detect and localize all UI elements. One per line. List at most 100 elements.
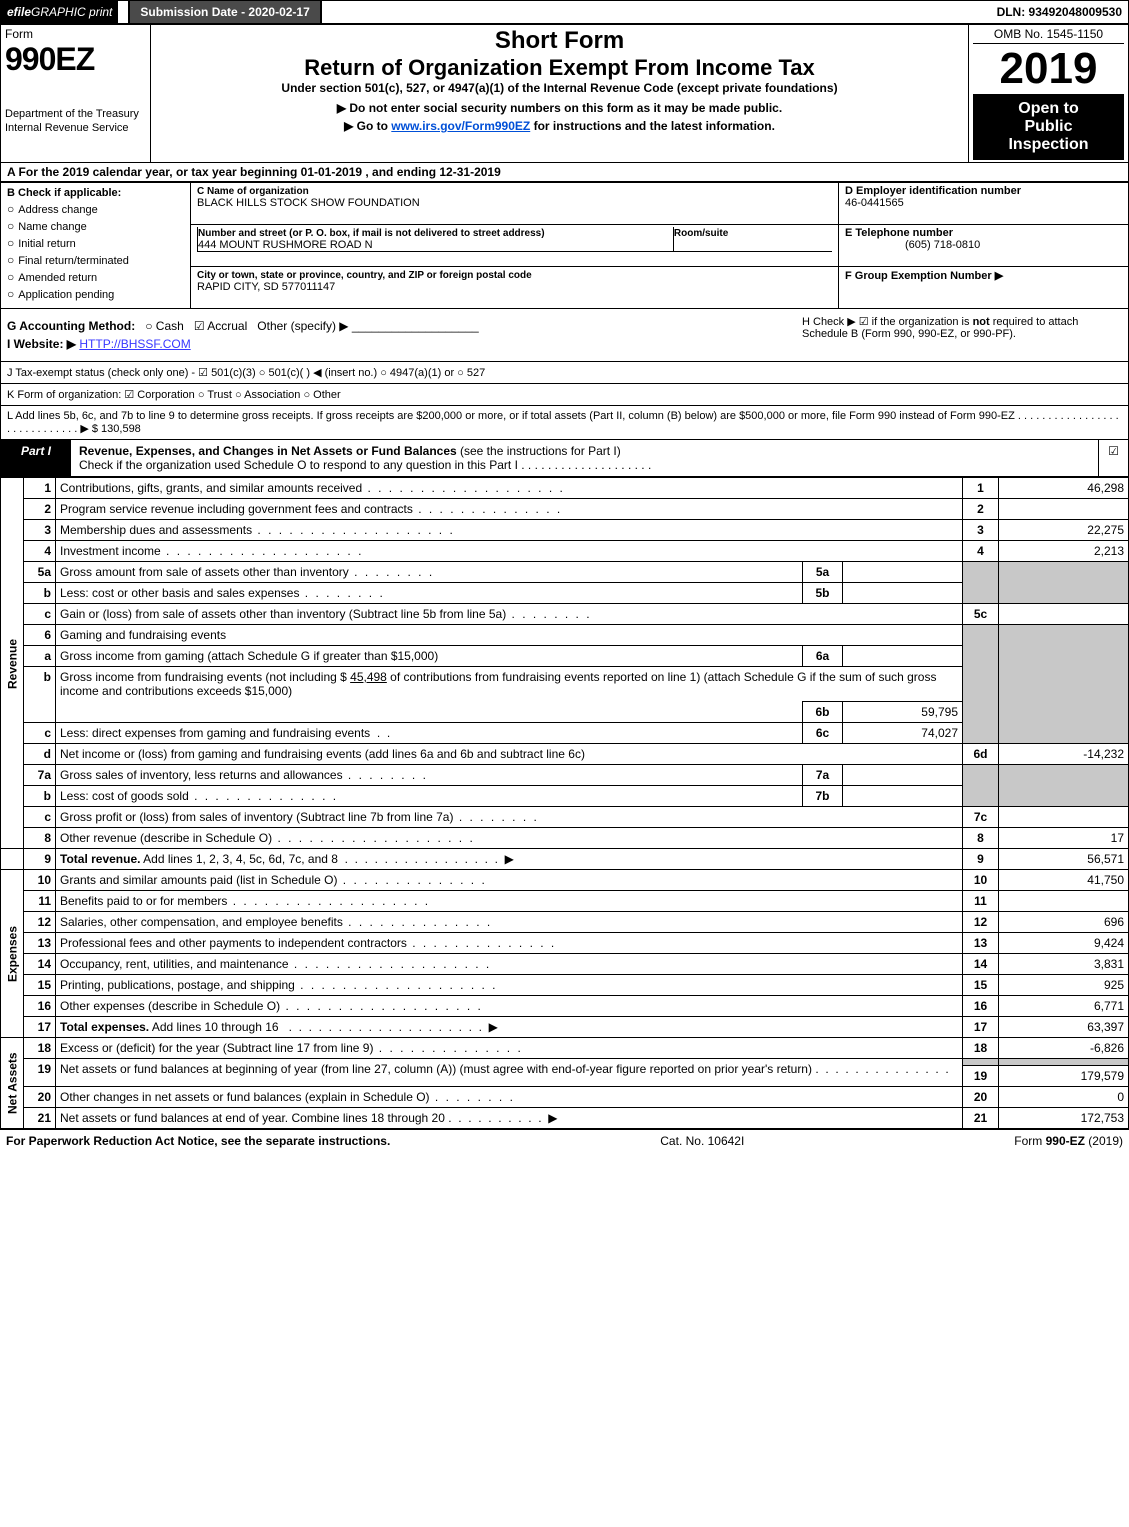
subtitle: Under section 501(c), 527, or 4947(a)(1)… bbox=[155, 81, 964, 95]
footer-left: For Paperwork Reduction Act Notice, see … bbox=[6, 1134, 390, 1148]
footer-right-form: 990-EZ bbox=[1046, 1134, 1085, 1148]
side-revenue-end bbox=[1, 849, 24, 870]
section-c-street: Number and street (or P. O. box, if mail… bbox=[191, 224, 839, 267]
ln6b-amt: 45,498 bbox=[350, 670, 387, 684]
ln20-num: 20 bbox=[24, 1087, 56, 1108]
goto-link[interactable]: www.irs.gov/Form990EZ bbox=[391, 119, 530, 133]
ln18-desc: Excess or (deficit) for the year (Subtra… bbox=[56, 1038, 963, 1059]
ln6-num: 6 bbox=[24, 625, 56, 646]
part1-checkline: Check if the organization used Schedule … bbox=[79, 458, 651, 472]
ghi-left: G Accounting Method: ○ Cash ☑ Accrual Ot… bbox=[7, 315, 777, 355]
ln6b-desc: Gross income from fundraising events (no… bbox=[56, 667, 963, 702]
ln15-val: 925 bbox=[999, 975, 1129, 996]
ln6d-num: d bbox=[24, 744, 56, 765]
ln13-desc: Professional fees and other payments to … bbox=[56, 933, 963, 954]
ln7a-mc: 7a bbox=[803, 765, 843, 786]
submission-date: Submission Date - 2020-02-17 bbox=[128, 1, 321, 23]
ln9-num: 9 bbox=[24, 849, 56, 870]
top-bar-left: efile GRAPHIC print Submission Date - 20… bbox=[1, 1, 322, 23]
h-text1: H Check ▶ ☑ if the organization is bbox=[802, 316, 973, 328]
ln11-val bbox=[999, 891, 1129, 912]
ln6c-num: c bbox=[24, 723, 56, 744]
form-id-cell: Form 990EZ Department of the Treasury In… bbox=[1, 25, 151, 163]
section-l: L Add lines 5b, 6c, and 7b to line 9 to … bbox=[0, 406, 1129, 440]
footer-bar: For Paperwork Reduction Act Notice, see … bbox=[0, 1129, 1129, 1152]
chk-amended-return[interactable]: Amended return bbox=[7, 270, 184, 284]
ln3-val: 22,275 bbox=[999, 520, 1129, 541]
chk-name-change[interactable]: Name change bbox=[7, 219, 184, 233]
dept-treasury: Department of the Treasury bbox=[5, 78, 146, 120]
chk-final-return[interactable]: Final return/terminated bbox=[7, 253, 184, 267]
city: RAPID CITY, SD 577011147 bbox=[197, 281, 335, 293]
ln6-val-grey bbox=[999, 625, 1129, 744]
section-c-city: City or town, state or province, country… bbox=[191, 267, 839, 309]
ln21-val: 172,753 bbox=[999, 1108, 1129, 1129]
goto-post: for instructions and the latest informat… bbox=[530, 119, 775, 133]
ln2-col: 2 bbox=[963, 499, 999, 520]
ln20-desc: Other changes in net assets or fund bala… bbox=[56, 1087, 963, 1108]
ln6d-val: -14,232 bbox=[999, 744, 1129, 765]
part1-header: Part I Revenue, Expenses, and Changes in… bbox=[0, 440, 1129, 477]
ln6c-mv: 74,027 bbox=[843, 723, 963, 744]
chk-application-pending[interactable]: Application pending bbox=[7, 287, 184, 301]
ln8-desc: Other revenue (describe in Schedule O) bbox=[56, 828, 963, 849]
ln9-col: 9 bbox=[963, 849, 999, 870]
form-header: Form 990EZ Department of the Treasury In… bbox=[0, 24, 1129, 163]
ln6a-mc: 6a bbox=[803, 646, 843, 667]
side-expenses: Expenses bbox=[1, 870, 24, 1038]
section-k: K Form of organization: ☑ Corporation ○ … bbox=[0, 384, 1129, 406]
ln2-desc: Program service revenue including govern… bbox=[56, 499, 963, 520]
ln12-val: 696 bbox=[999, 912, 1129, 933]
ln5a-desc: Gross amount from sale of assets other t… bbox=[56, 562, 803, 583]
side-revenue: Revenue bbox=[1, 478, 24, 849]
ln19-col: 19 bbox=[963, 1066, 999, 1087]
part1-title: Revenue, Expenses, and Changes in Net As… bbox=[71, 440, 1098, 476]
omb-cell: OMB No. 1545-1150 2019 Open to Public In… bbox=[969, 25, 1129, 163]
ln17-col: 17 bbox=[963, 1017, 999, 1038]
dln: DLN: 93492048009530 bbox=[997, 5, 1128, 19]
ln5c-val bbox=[999, 604, 1129, 625]
title-cell: Short Form Return of Organization Exempt… bbox=[151, 25, 969, 163]
c-city-lbl: City or town, state or province, country… bbox=[197, 270, 532, 281]
ln18-num: 18 bbox=[24, 1038, 56, 1059]
ln14-desc: Occupancy, rent, utilities, and maintena… bbox=[56, 954, 963, 975]
ln16-val: 6,771 bbox=[999, 996, 1129, 1017]
website-link[interactable]: HTTP://BHSSF.COM bbox=[79, 337, 190, 351]
ln6d-desc: Net income or (loss) from gaming and fun… bbox=[56, 744, 963, 765]
ln6d-col: 6d bbox=[963, 744, 999, 765]
ln3-num: 3 bbox=[24, 520, 56, 541]
irs-line: Internal Revenue Service bbox=[5, 122, 129, 134]
ln4-desc: Investment income bbox=[56, 541, 963, 562]
ln13-num: 13 bbox=[24, 933, 56, 954]
ln5a-mv bbox=[843, 562, 963, 583]
ln5b-mc: 5b bbox=[803, 583, 843, 604]
g-lbl: G Accounting Method: bbox=[7, 319, 135, 333]
ln15-desc: Printing, publications, postage, and shi… bbox=[56, 975, 963, 996]
ln5ab-col-grey bbox=[963, 562, 999, 604]
b-title: B Check if applicable: bbox=[7, 187, 184, 199]
ln5a-mc: 5a bbox=[803, 562, 843, 583]
ln20-col: 20 bbox=[963, 1087, 999, 1108]
ln11-num: 11 bbox=[24, 891, 56, 912]
ln5c-col: 5c bbox=[963, 604, 999, 625]
e-lbl: E Telephone number bbox=[845, 227, 953, 239]
ln6b-num: b bbox=[24, 667, 56, 723]
ln12-col: 12 bbox=[963, 912, 999, 933]
ln15-col: 15 bbox=[963, 975, 999, 996]
ln7c-desc: Gross profit or (loss) from sales of inv… bbox=[56, 807, 963, 828]
part1-checkbox[interactable]: ☑ bbox=[1098, 440, 1128, 476]
ln17-val: 63,397 bbox=[999, 1017, 1129, 1038]
chk-initial-return[interactable]: Initial return bbox=[7, 236, 184, 250]
ln13-val: 9,424 bbox=[999, 933, 1129, 954]
chk-address-change[interactable]: Address change bbox=[7, 202, 184, 216]
ln7b-mv bbox=[843, 786, 963, 807]
ln7c-val bbox=[999, 807, 1129, 828]
ln4-num: 4 bbox=[24, 541, 56, 562]
ln7ab-col-grey bbox=[963, 765, 999, 807]
ln5b-mv bbox=[843, 583, 963, 604]
ln17-desc: Total expenses. Add lines 10 through 16 … bbox=[56, 1017, 963, 1038]
lines-table: Revenue 1 Contributions, gifts, grants, … bbox=[0, 477, 1129, 1129]
ln1-desc: Contributions, gifts, grants, and simila… bbox=[56, 478, 963, 499]
ln19-num: 19 bbox=[24, 1059, 56, 1087]
ln14-val: 3,831 bbox=[999, 954, 1129, 975]
